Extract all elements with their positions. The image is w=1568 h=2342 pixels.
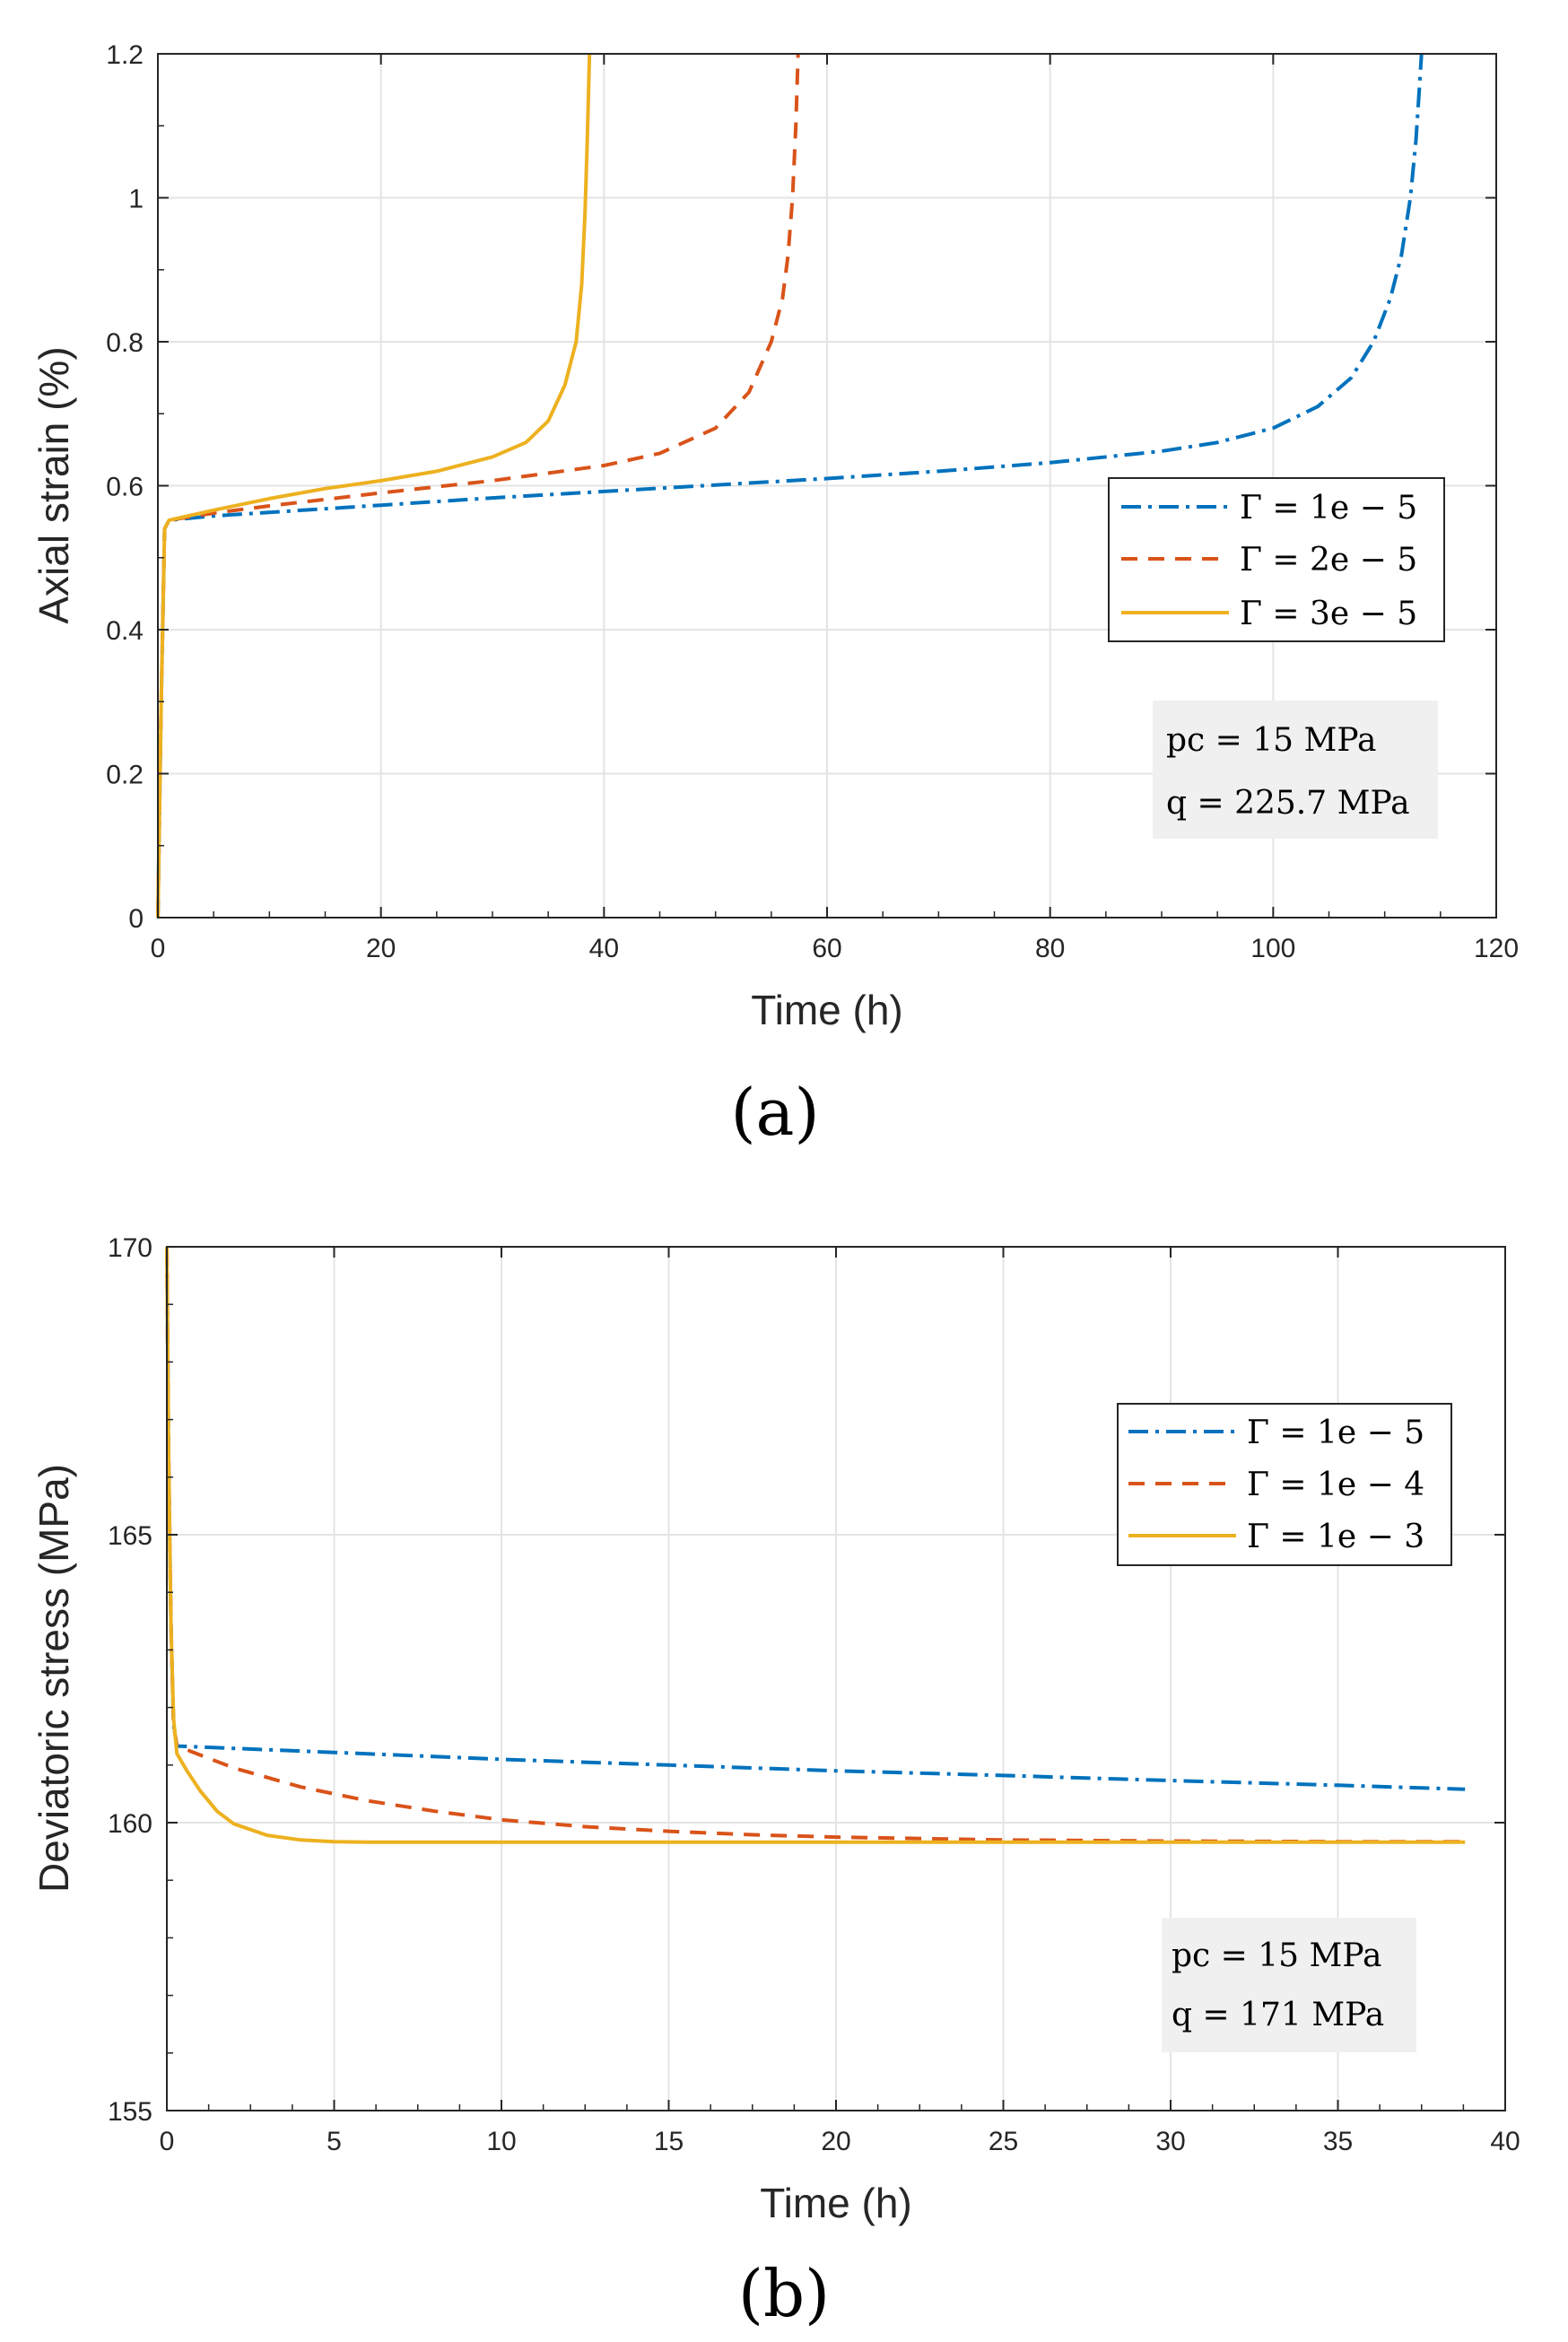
y-axis-label-a: Axial strain (%): [30, 346, 77, 623]
x-tick-label: 40: [589, 934, 619, 963]
series-line-3: [156, 53, 592, 919]
x-tick-label: 0: [151, 934, 166, 963]
x-tick-label: 20: [821, 2127, 850, 2156]
legend-a: Γ = 1e − 5 Γ = 2e − 5 Γ = 3e − 5: [1108, 477, 1445, 642]
annotation-b-line-2: q = 171 MPa: [1172, 1997, 1384, 2033]
x-tick-label: 40: [1490, 2127, 1520, 2156]
series-lines-a: [156, 53, 1424, 919]
y-tick-label: 0.6: [106, 473, 144, 502]
x-tick-label: 10: [486, 2127, 516, 2156]
annotation-a-line-1: pc = 15 MPa: [1166, 722, 1376, 759]
x-tick-label: 80: [1035, 934, 1065, 963]
annotation-box-a: [1153, 701, 1438, 839]
y-tick-label: 165: [108, 1521, 152, 1551]
y-tick-label: 1: [128, 185, 144, 214]
legend-label-a-3: Γ = 3e − 5: [1240, 596, 1417, 632]
x-tick-label: 30: [1155, 2127, 1185, 2156]
x-tick-label: 25: [989, 2127, 1018, 2156]
caption-b: (b): [738, 2256, 830, 2331]
annotation-box-b: [1162, 1918, 1416, 2052]
legend-label-b-2: Γ = 1e − 4: [1247, 1467, 1424, 1503]
annotation-b: pc = 15 MPa q = 171 MPa: [1162, 1918, 1416, 2052]
x-tick-label: 20: [366, 934, 396, 963]
y-tick-label: 0.4: [106, 616, 144, 646]
x-tick-label: 35: [1323, 2127, 1353, 2156]
legend-label-b-1: Γ = 1e − 5: [1247, 1415, 1424, 1451]
y-tick-label: 0.2: [106, 761, 144, 790]
annotation-a-line-2: q = 225.7 MPa: [1166, 785, 1410, 822]
x-tick-label: 120: [1474, 934, 1519, 963]
annotation-a: pc = 15 MPa q = 225.7 MPa: [1153, 701, 1438, 839]
y-tick-label: 0: [128, 904, 144, 934]
x-axis-label-b: Time (h): [760, 2180, 912, 2226]
ticks-b: 0 5 10 15 20 25 30 35 40 155 160 165 170: [108, 1233, 1520, 2156]
y-tick-label: 1.2: [106, 40, 144, 70]
ticks-a: 0 20 40 60 80 100 120 0 0.2 0.4 0.6 0.8 1 1.2: [106, 40, 1519, 963]
x-tick-label: 100: [1250, 934, 1295, 963]
panel-b: 0 5 10 15 20 25 30 35 40 155 160 165 170 Time (h) De…: [30, 1233, 1520, 2331]
legend-label-a-1: Γ = 1e − 5: [1240, 490, 1417, 527]
x-tick-label: 5: [327, 2127, 342, 2156]
x-tick-label: 0: [160, 2127, 175, 2156]
caption-a: (a): [730, 1075, 819, 1150]
y-axis-label-b: Deviatoric stress (MPa): [30, 1464, 77, 1893]
panel-a: 0 20 40 60 80 100 120 0 0.2 0.4 0.6 0.8 1 1.2 Time (h…: [30, 40, 1519, 1150]
legend-label-a-2: Γ = 2e − 5: [1240, 542, 1417, 579]
series-line-1: [156, 53, 1424, 919]
series-line-3: [165, 1246, 1466, 1844]
legend-b: Γ = 1e − 5 Γ = 1e − 4 Γ = 1e − 3: [1117, 1403, 1452, 1566]
annotation-b-line-1: pc = 15 MPa: [1172, 1937, 1381, 1974]
legend-label-b-3: Γ = 1e − 3: [1247, 1519, 1424, 1555]
series-line-2: [156, 53, 800, 919]
y-tick-label: 0.8: [106, 328, 144, 358]
y-tick-label: 155: [108, 2097, 152, 2127]
y-tick-label: 170: [108, 1233, 152, 1263]
x-tick-label: 15: [654, 2127, 684, 2156]
x-axis-label-a: Time (h): [751, 987, 903, 1033]
y-tick-label: 160: [108, 1809, 152, 1839]
x-tick-label: 60: [812, 934, 841, 963]
